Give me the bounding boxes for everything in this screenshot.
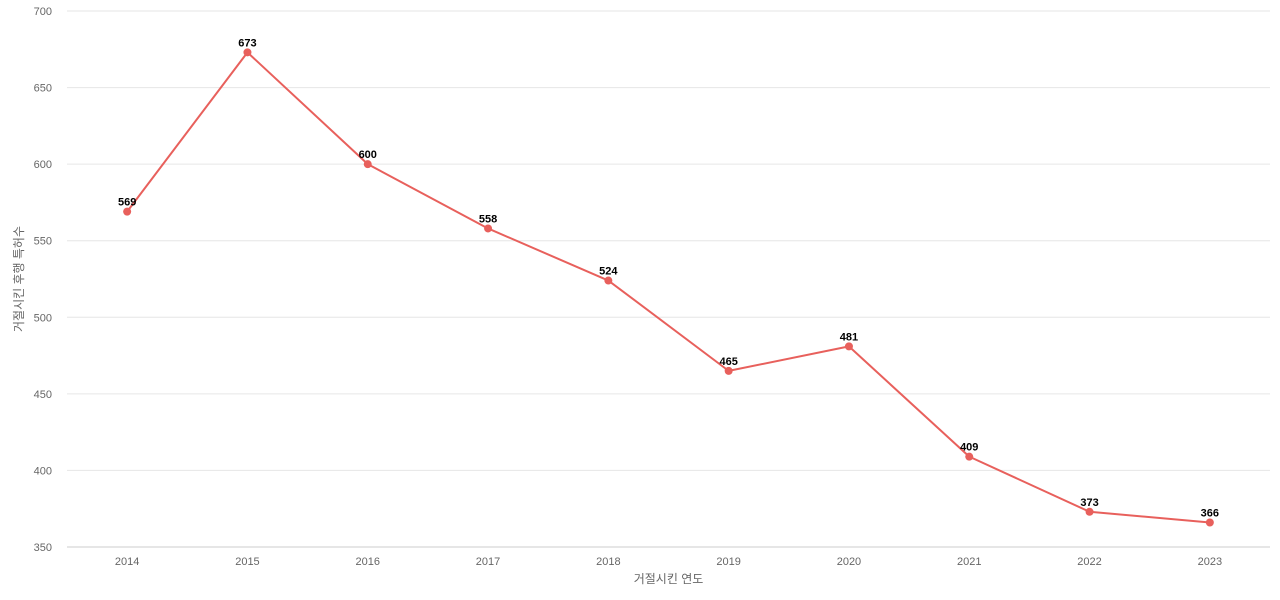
data-label: 481	[840, 331, 858, 343]
data-label: 373	[1080, 497, 1098, 509]
y-tick-label: 550	[34, 236, 52, 248]
data-point[interactable]	[1205, 518, 1214, 527]
data-point[interactable]	[724, 366, 733, 375]
x-tick-label: 2020	[837, 556, 861, 568]
data-point[interactable]	[965, 452, 974, 461]
y-axis-title: 거절시킨 후행 특허수	[11, 226, 26, 332]
y-tick-label: 650	[34, 83, 52, 95]
x-tick-label: 2019	[716, 556, 740, 568]
x-tick-label: 2015	[235, 556, 259, 568]
y-tick-label: 400	[34, 465, 52, 477]
data-label: 569	[118, 197, 136, 209]
data-label: 409	[960, 442, 978, 454]
data-point[interactable]	[363, 160, 372, 169]
y-tick-label: 600	[34, 159, 52, 171]
x-tick-label: 2022	[1077, 556, 1101, 568]
data-point[interactable]	[123, 207, 132, 216]
series-line	[126, 51, 1210, 524]
y-axis-ticks: 350 400 450 500 550 600 650 700	[34, 6, 52, 554]
x-axis-ticks: 2014 2015 2016 2017 2018 2019 2020 2021 2022 2023	[115, 556, 1222, 568]
data-point[interactable]	[484, 224, 493, 233]
x-tick-label: 2023	[1198, 556, 1222, 568]
y-tick-label: 350	[34, 542, 52, 554]
data-point[interactable]	[604, 276, 613, 285]
series-line-group	[123, 48, 1214, 527]
data-labels: 569 673 600 558 524 465 481 409 373 366	[118, 37, 1219, 519]
y-tick-label: 500	[34, 312, 52, 324]
data-label: 673	[238, 37, 256, 49]
data-point[interactable]	[243, 48, 252, 57]
y-tick-label: 450	[34, 389, 52, 401]
data-point[interactable]	[1085, 507, 1094, 516]
x-tick-label: 2018	[596, 556, 620, 568]
y-tick-label: 700	[34, 6, 52, 18]
x-tick-label: 2014	[115, 556, 139, 568]
data-point[interactable]	[844, 342, 853, 351]
data-label: 558	[479, 213, 497, 225]
data-label: 600	[359, 149, 377, 161]
gridlines	[67, 10, 1270, 548]
x-tick-label: 2016	[356, 556, 380, 568]
data-label: 366	[1201, 507, 1219, 519]
x-tick-label: 2017	[476, 556, 500, 568]
data-label: 524	[599, 266, 618, 278]
x-tick-label: 2021	[957, 556, 981, 568]
data-label: 465	[719, 356, 737, 368]
x-axis-title: 거절시킨 연도	[634, 572, 704, 586]
